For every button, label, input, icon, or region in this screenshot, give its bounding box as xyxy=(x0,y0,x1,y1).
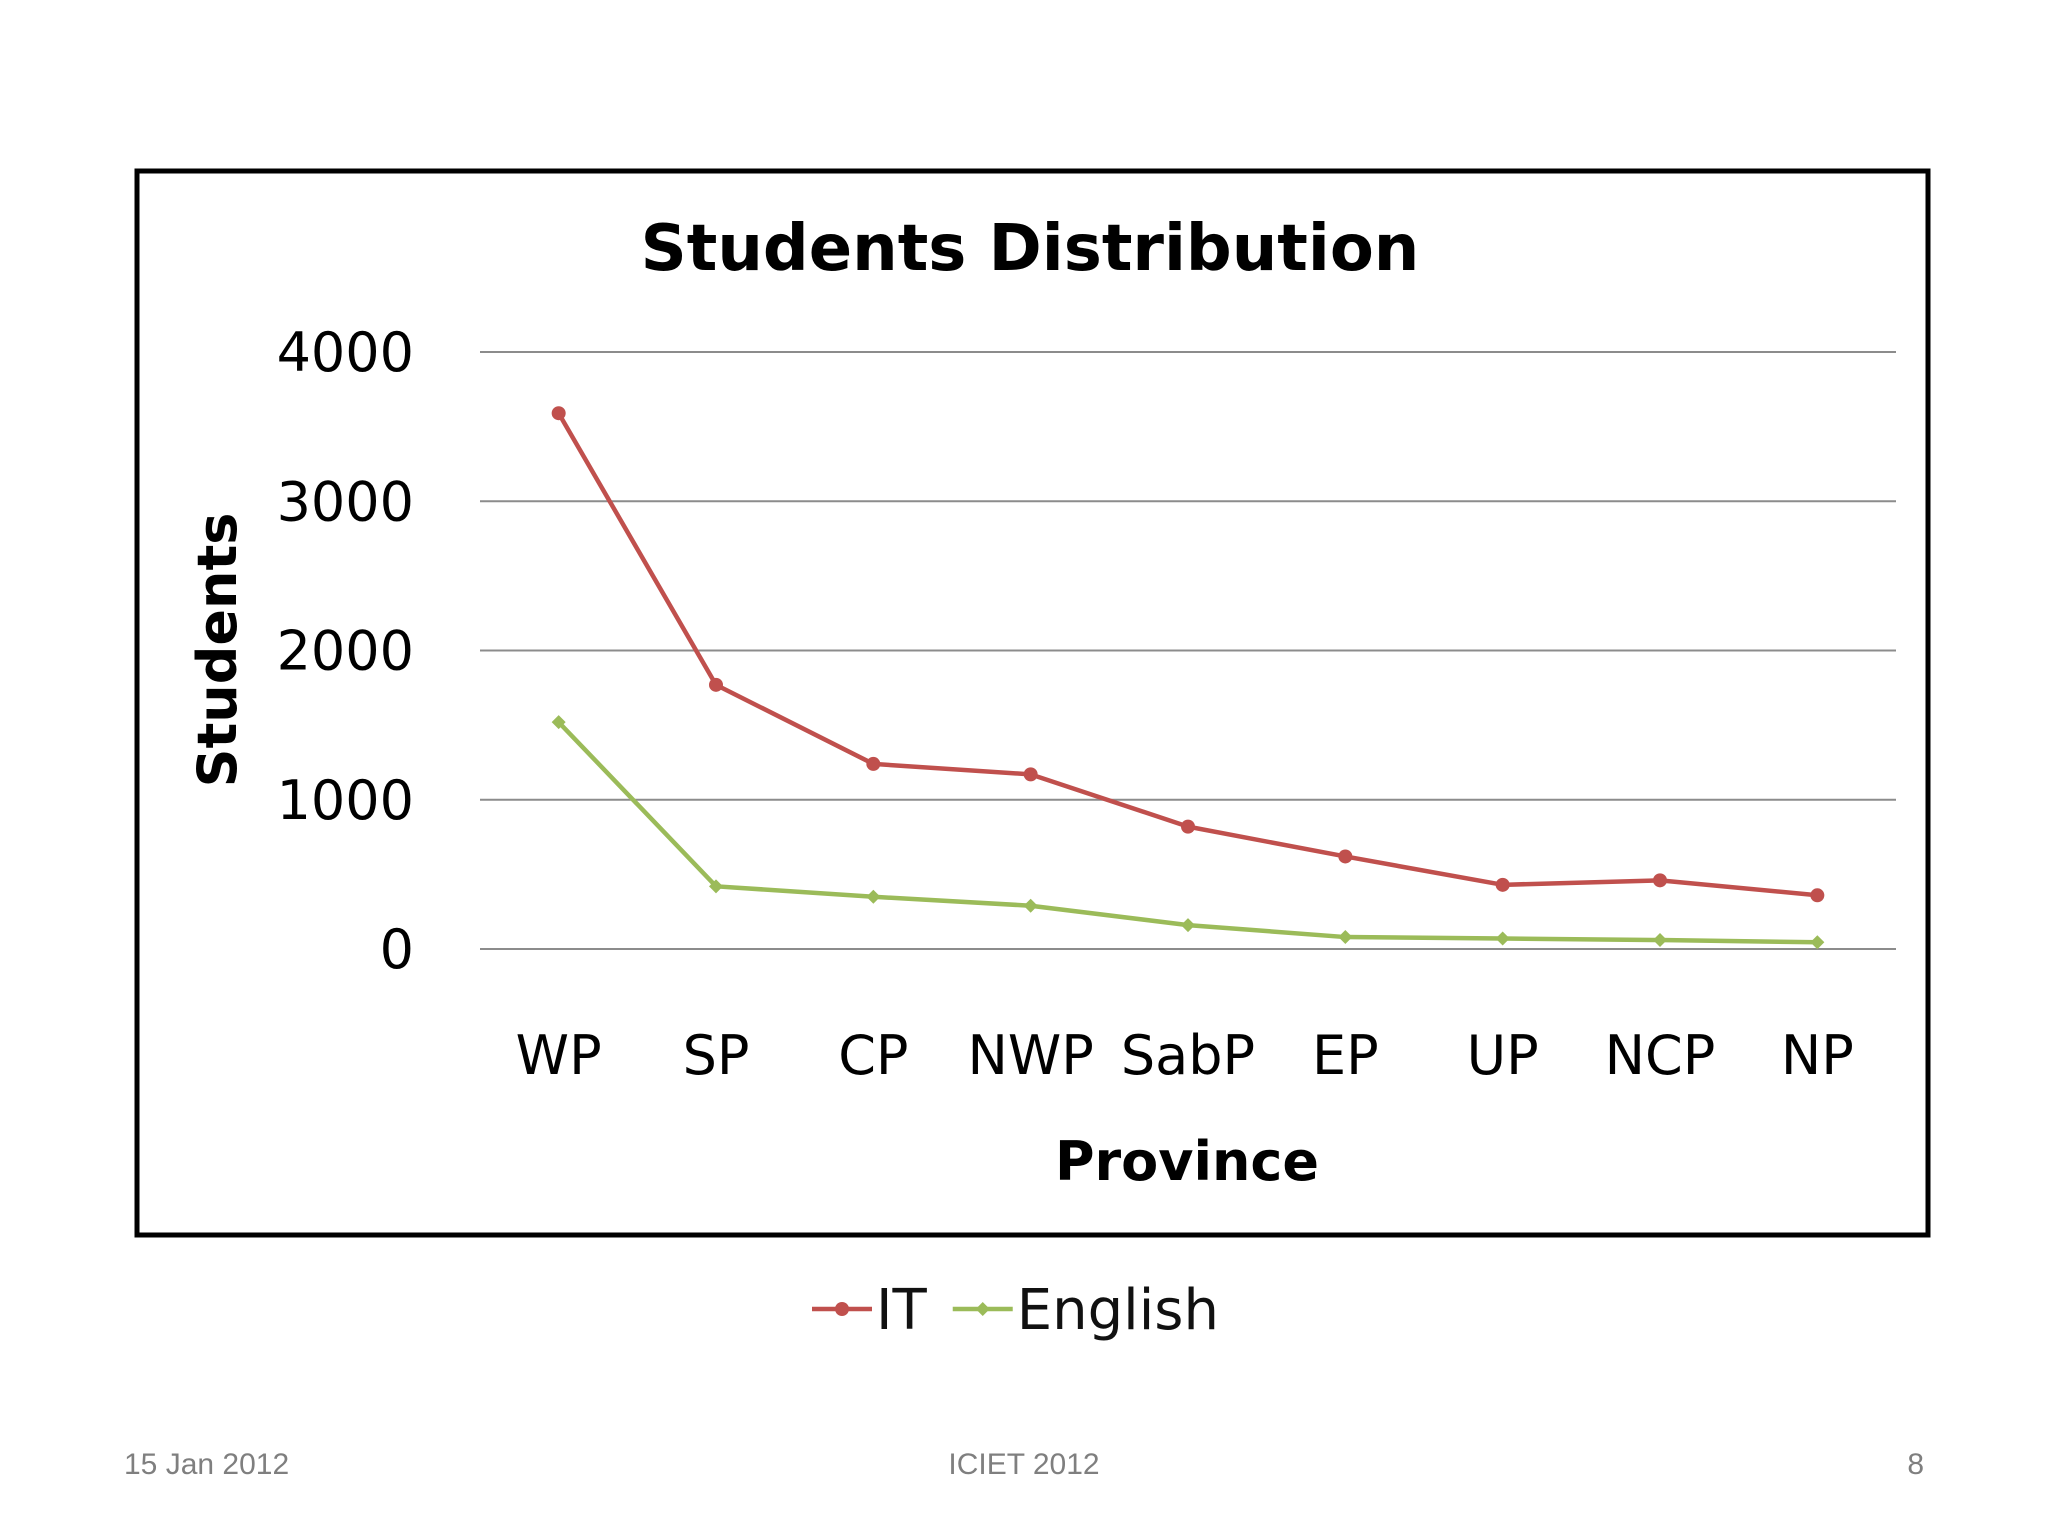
data-point xyxy=(1338,849,1353,864)
x-tick-label: SP xyxy=(683,1024,750,1087)
legend-item-english: English xyxy=(952,1278,1219,1343)
data-point xyxy=(551,715,566,730)
y-tick-label: 2000 xyxy=(277,620,414,683)
data-point xyxy=(1338,930,1353,945)
legend: IT English xyxy=(812,1278,1219,1343)
data-point xyxy=(975,1302,990,1316)
gridlines xyxy=(480,351,1896,950)
data-point xyxy=(866,889,881,904)
y-tick-label: 4000 xyxy=(277,321,414,384)
data-point xyxy=(1023,767,1038,782)
y-tick-label: 1000 xyxy=(277,769,414,832)
data-point xyxy=(1495,877,1510,892)
plot-series xyxy=(551,406,1825,950)
data-point xyxy=(866,756,881,771)
data-point xyxy=(1495,931,1510,946)
footer-conference: ICIET 2012 xyxy=(948,1448,1100,1481)
x-tick-label: SabP xyxy=(1121,1024,1255,1087)
x-tick-label: EP xyxy=(1312,1024,1379,1087)
data-point xyxy=(1810,888,1825,903)
data-point xyxy=(1181,918,1195,933)
x-tick-label: NCP xyxy=(1605,1024,1716,1087)
x-axis-ticks: WP SP CP NWP SabP EP UP NCP NP xyxy=(516,1024,1854,1087)
footer-date: 15 Jan 2012 xyxy=(124,1448,290,1481)
x-axis-title: Province xyxy=(1055,1130,1319,1193)
data-point xyxy=(1181,819,1195,834)
y-axis-title: Students xyxy=(186,513,249,788)
x-tick-label: NP xyxy=(1781,1024,1854,1087)
data-point xyxy=(709,879,723,894)
chart-title: Students Distribution xyxy=(641,212,1420,286)
y-tick-label: 3000 xyxy=(277,470,414,533)
series-english xyxy=(551,715,1825,950)
chart-frame xyxy=(134,168,1931,1238)
data-point xyxy=(1023,898,1038,913)
legend-label: English xyxy=(1017,1278,1219,1343)
x-tick-label: WP xyxy=(516,1024,602,1087)
x-tick-label: UP xyxy=(1467,1024,1539,1087)
x-tick-label: NWP xyxy=(967,1024,1093,1087)
data-point xyxy=(709,677,723,692)
series-it xyxy=(551,406,1825,903)
footer-page-number: 8 xyxy=(1907,1448,1924,1481)
x-tick-label: CP xyxy=(838,1024,908,1087)
data-point xyxy=(1653,933,1667,948)
data-point xyxy=(551,406,566,421)
data-point xyxy=(1810,935,1825,950)
legend-item-it: IT xyxy=(812,1278,928,1343)
legend-label: IT xyxy=(876,1278,928,1343)
data-point xyxy=(835,1302,849,1316)
data-point xyxy=(1653,873,1667,888)
y-tick-label: 0 xyxy=(380,918,414,981)
y-axis-ticks: 0 1000 2000 3000 4000 xyxy=(277,321,414,981)
